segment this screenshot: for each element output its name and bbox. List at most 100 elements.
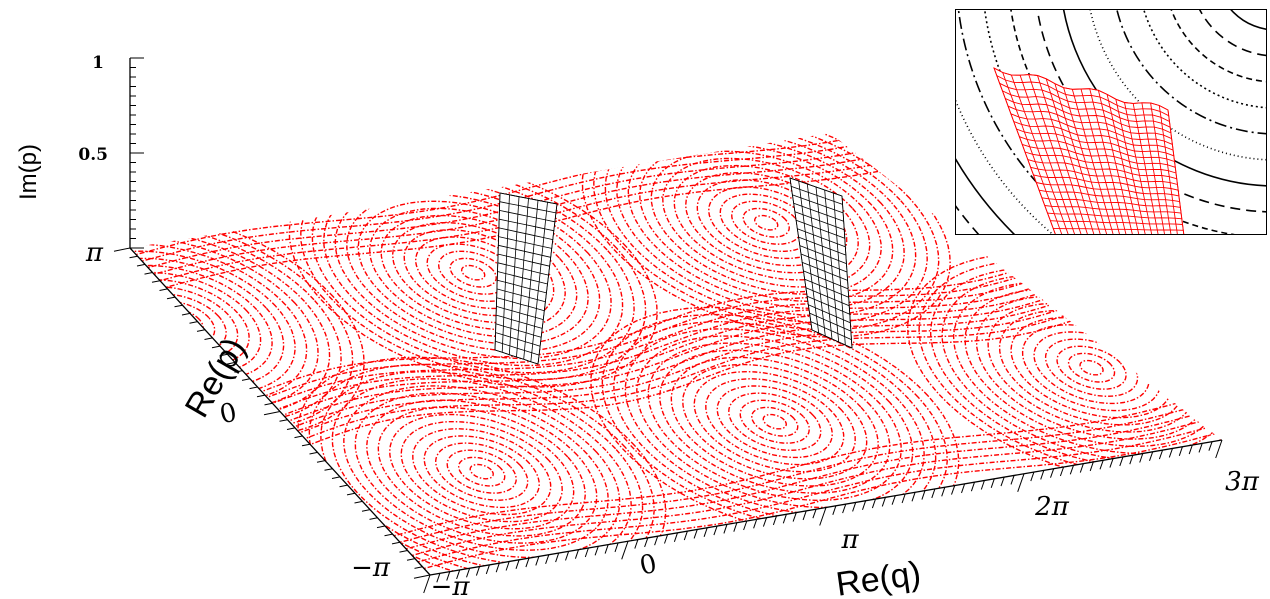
x-tick-mark-5 [475, 566, 480, 576]
x-tick-mark-21 [634, 539, 639, 549]
orbit-0-3 [446, 449, 517, 494]
x-tick-mark-46 [881, 497, 886, 507]
orbit-0-5 [423, 435, 540, 509]
x-tick-mark-12 [545, 554, 550, 564]
x-tick-mark-24 [664, 534, 669, 544]
x-tick-mark-53 [951, 485, 956, 495]
edge-band-line-0-1 [380, 416, 1222, 573]
y-tick-pi: π [85, 238, 104, 268]
inset-mesh-col-7 [1054, 83, 1101, 234]
orbit-1-1 [762, 413, 788, 430]
orbit-3-16 [581, 133, 951, 338]
y-tick-neg-pi: −π [351, 553, 391, 583]
y-tick-mark-20 [263, 411, 281, 416]
inset-mesh-col-12 [1097, 90, 1133, 234]
x-tick-mark-37 [792, 512, 797, 522]
x-tick-mark-15 [574, 549, 579, 559]
orbit-4-4 [1044, 338, 1139, 398]
right-mesh-col-1 [798, 180, 820, 334]
x-tick-mark-77 [1188, 444, 1193, 455]
x-tick-mark-38 [802, 510, 807, 521]
inset-mesh-col-9 [1071, 89, 1114, 234]
inset-mesh-col-11 [1089, 88, 1127, 234]
edge-band-line-0-2 [374, 410, 1222, 566]
separatrix-band-line-2 [264, 284, 1127, 446]
x-tick-mark-18 [604, 544, 609, 554]
x-tick-mark-78 [1198, 443, 1203, 453]
x-tick-mark-56 [980, 480, 985, 490]
x-tick-mark-1 [436, 573, 441, 583]
x-tick-mark-60 [1017, 473, 1025, 492]
x-tick-mark-10 [525, 557, 530, 568]
orbit-1-11 [647, 342, 902, 502]
y-tick-mark-37 [144, 272, 153, 275]
y-tick-mark-3 [399, 550, 408, 553]
x-tick-mark-58 [1000, 476, 1005, 487]
orbit-2-16 [288, 157, 658, 388]
x-tick-mark-11 [535, 556, 540, 566]
x-tick-0: 0 [637, 549, 659, 582]
separatrix-band-line-0 [275, 296, 1137, 458]
y-axis-label: Re(p) [178, 331, 253, 424]
surface-wireframe-left [494, 192, 558, 365]
orbit-4-2 [1067, 352, 1116, 383]
x-tick-mark-61 [1030, 471, 1035, 482]
x-tick-mark-71 [1129, 455, 1134, 465]
x-tick-mark-2 [446, 571, 451, 581]
x-tick-mark-79 [1208, 441, 1213, 451]
y-tick-mark-16 [301, 443, 311, 447]
orbit-1-10 [659, 349, 891, 494]
left-mesh-col-1 [501, 194, 510, 353]
separatrix-band-line-6 [243, 261, 1105, 423]
x-tick-mark-75 [1168, 448, 1173, 458]
x-tick-mark-44 [862, 500, 867, 510]
x-tick-mark-8 [505, 561, 510, 571]
edge-band-line-0-3 [368, 403, 1222, 560]
left-mesh-col-4 [523, 200, 539, 360]
right-mesh-col-3 [815, 186, 833, 340]
x-tick-mark-48 [901, 493, 906, 504]
x-tick-pi: π [840, 525, 859, 555]
y-tick-mark-14 [316, 460, 326, 463]
separatrix-band-line-1 [270, 290, 1132, 452]
x-tick-mark-0 [423, 574, 431, 594]
orbit-5-8 [130, 264, 273, 381]
y-tick-mark-6 [376, 525, 386, 529]
y-tick-mark-5 [384, 533, 393, 537]
left-mesh-col-0 [494, 192, 501, 351]
orbit-5-16 [130, 207, 365, 438]
orbit-3-1 [753, 214, 779, 231]
orbit-4-8 [998, 309, 1185, 426]
orbit-1-8 [682, 363, 868, 480]
left-mesh-col-3 [516, 198, 529, 358]
orbit-2-8 [380, 214, 566, 331]
y-tick-mark-7 [369, 517, 378, 520]
orbit-4-3 [1056, 345, 1127, 390]
x-tick-mark-26 [683, 530, 688, 541]
orbit-3-10 [650, 150, 882, 295]
orbit-4-9 [987, 302, 1196, 433]
x-tick-mark-74 [1158, 449, 1164, 460]
x-tick-mark-3 [456, 569, 461, 580]
orbit-2-11 [346, 193, 601, 352]
orbit-3-13 [616, 133, 917, 317]
y-tick-mark-9 [354, 500, 363, 504]
x-tick-mark-19 [614, 542, 619, 553]
z-axis-label: Im(p) [15, 144, 42, 200]
orbit-0-11 [354, 392, 609, 551]
x-tick-mark-51 [931, 488, 936, 499]
orbit-1-13 [624, 328, 925, 516]
orbit-4-14 [929, 266, 1222, 469]
x-tick-mark-4 [466, 568, 471, 578]
orbit-4-6 [1021, 324, 1162, 412]
x-tick-mark-23 [654, 536, 659, 546]
orbit-5-13 [130, 229, 331, 417]
y-tick-mark-17 [294, 435, 303, 439]
orbit-2-3 [437, 250, 509, 295]
edge-band-line-1-5 [130, 141, 996, 298]
y-tick-mark-8 [361, 509, 371, 512]
y-tick-mark-36 [151, 280, 161, 283]
orbit-2-15 [300, 164, 647, 381]
inset-mesh-col-5 [1037, 75, 1088, 234]
inset-mesh-col-17 [1141, 102, 1165, 234]
